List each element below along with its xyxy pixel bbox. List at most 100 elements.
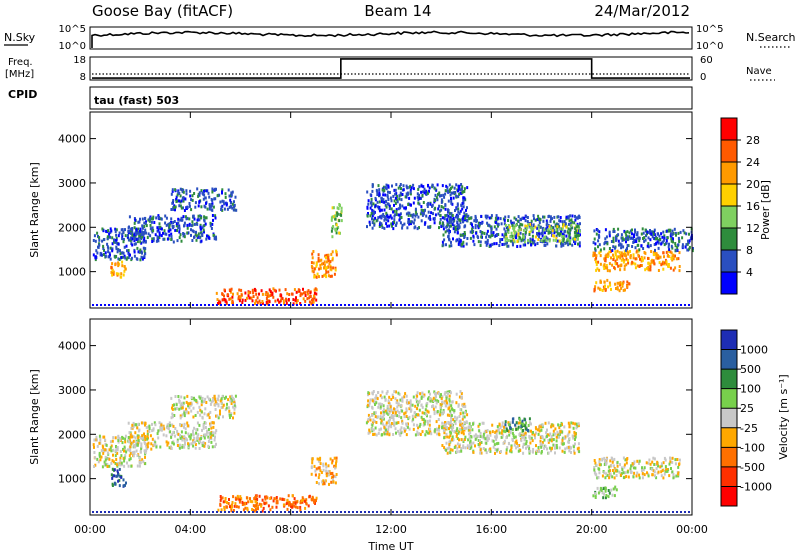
heatmap-cell	[546, 428, 548, 432]
heatmap-cell	[389, 196, 392, 200]
heatmap-cell	[458, 445, 461, 449]
heatmap-cell	[550, 230, 553, 234]
heatmap-cell	[319, 266, 322, 270]
heatmap-cell	[459, 221, 462, 225]
heatmap-cell	[529, 437, 532, 441]
heatmap-cell	[464, 216, 467, 220]
heatmap-cell	[540, 231, 543, 235]
heatmap-cell	[411, 419, 414, 423]
heatmap-cell	[98, 454, 101, 458]
heatmap-cell	[555, 244, 558, 248]
heatmap-cell	[632, 511, 634, 513]
heatmap-cell	[380, 222, 383, 226]
heatmap-cell	[547, 451, 550, 455]
heatmap-cell	[168, 304, 170, 306]
heatmap-cell	[391, 393, 394, 397]
heatmap-cell	[252, 511, 254, 513]
heatmap-cell	[416, 430, 419, 434]
heatmap-cell	[451, 214, 454, 217]
heatmap-cell	[387, 198, 390, 201]
heatmap-cell	[182, 436, 185, 439]
heatmap-cell	[390, 216, 393, 220]
heatmap-cell	[144, 436, 147, 440]
heatmap-cell	[200, 189, 203, 193]
heatmap-cell	[281, 497, 284, 501]
heatmap-cell	[612, 239, 615, 242]
heatmap-cell	[489, 225, 492, 229]
heatmap-cell	[97, 245, 100, 249]
heatmap-cell	[544, 511, 546, 513]
heatmap-cell	[481, 435, 484, 439]
heatmap-cell	[511, 431, 514, 435]
heatmap-cell	[195, 431, 198, 435]
heatmap-cell	[527, 223, 530, 227]
heatmap-cell	[188, 445, 190, 449]
heatmap-cell	[219, 301, 222, 305]
heatmap-cell	[348, 511, 350, 513]
heatmap-cell	[300, 304, 302, 306]
heatmap-cell	[568, 219, 571, 223]
heatmap-cell	[661, 262, 664, 266]
heatmap-cell	[595, 232, 598, 236]
heatmap-cell	[379, 394, 382, 398]
heatmap-cell	[399, 221, 402, 225]
heatmap-cell	[461, 217, 464, 221]
heatmap-cell	[557, 435, 560, 439]
heatmap-cell	[671, 229, 674, 233]
heatmap-cell	[468, 446, 470, 450]
heatmap-cell	[386, 429, 389, 433]
heatmap-cell	[258, 299, 261, 303]
heatmap-cell	[199, 225, 202, 229]
heatmap-cell	[655, 467, 658, 471]
heatmap-cell	[288, 503, 290, 507]
heatmap-cell	[326, 471, 329, 475]
heatmap-cell	[463, 402, 466, 406]
heatmap-cell	[104, 438, 106, 442]
heatmap-cell	[383, 426, 386, 430]
heatmap-cell	[366, 225, 368, 229]
heatmap-cell	[339, 204, 341, 208]
heatmap-cell	[336, 211, 339, 215]
heatmap-cell	[488, 448, 491, 452]
heatmap-cell	[572, 445, 575, 449]
heatmap-cell	[568, 425, 571, 429]
heatmap-cell	[509, 426, 512, 429]
heatmap-cell	[441, 395, 444, 399]
heatmap-cell	[183, 445, 186, 449]
heatmap-cell	[400, 431, 402, 435]
heatmap-cell	[356, 304, 358, 306]
heatmap-cell	[267, 504, 270, 508]
heatmap-cell	[428, 189, 430, 193]
heatmap-cell	[558, 225, 561, 229]
heatmap-cell	[575, 426, 578, 430]
heatmap-cell	[535, 449, 538, 453]
heatmap-cell	[141, 434, 144, 438]
heatmap-cell	[382, 404, 385, 408]
heatmap-cell	[282, 299, 285, 303]
heatmap-cell	[445, 426, 448, 430]
heatmap-cell	[128, 454, 131, 458]
heatmap-cell	[226, 207, 229, 211]
heatmap-cell	[549, 432, 552, 436]
heatmap-cell	[392, 194, 395, 198]
heatmap-cell	[560, 511, 562, 513]
heatmap-cell	[93, 465, 96, 468]
heatmap-cell	[173, 220, 176, 223]
heatmap-cell	[465, 208, 467, 212]
heatmap-cell	[630, 470, 633, 474]
heatmap-cell	[166, 443, 169, 447]
heatmap-cell	[663, 234, 666, 238]
heatmap-cell	[609, 283, 612, 287]
heatmap-cell	[483, 232, 486, 235]
heatmap-cell	[427, 390, 430, 394]
heatmap-cell	[328, 482, 330, 486]
heatmap-cell	[612, 253, 614, 257]
heatmap-cell	[308, 300, 311, 304]
heatmap-cell	[215, 291, 218, 295]
heatmap-cell	[446, 451, 449, 455]
heatmap-cell	[407, 203, 410, 206]
heatmap-cell	[667, 264, 669, 268]
heatmap-cell	[340, 206, 343, 210]
heatmap-cell	[186, 438, 189, 442]
heatmap-cell	[187, 411, 190, 415]
